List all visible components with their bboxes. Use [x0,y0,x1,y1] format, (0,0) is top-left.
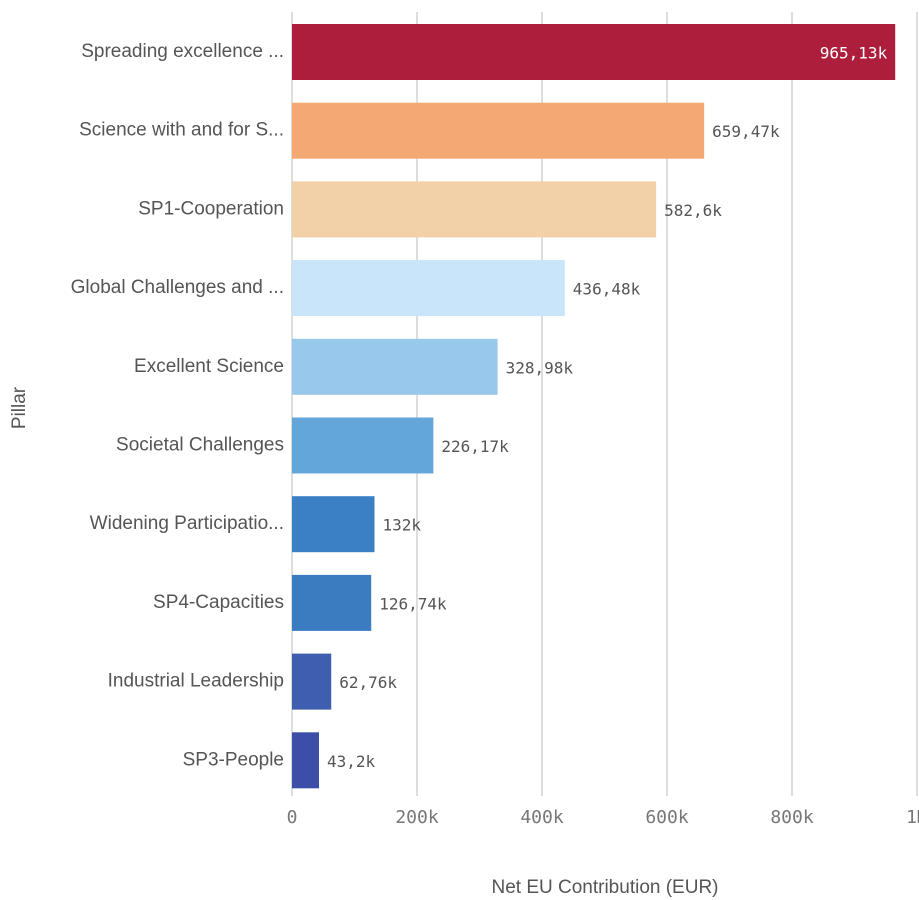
x-axis-title: Net EU Contribution (EUR) [491,877,718,898]
data-label: 328,98k [506,358,574,377]
data-label: 965,13k [820,44,888,63]
x-tick-label: 400k [520,807,564,828]
data-label: 659,47k [712,122,780,141]
x-tick-label: 600k [645,807,689,828]
data-label: 126,74k [379,594,447,613]
bar [292,653,332,710]
y-tick-label: Spreading excellence ... [81,41,284,62]
bar [292,338,498,395]
bar [292,260,565,317]
y-axis-title: Pillar [9,386,30,429]
bar [292,574,372,631]
data-label: 43,2k [327,752,376,771]
x-tick-label: 0 [287,807,298,828]
x-tick-label: 800k [770,807,814,828]
y-tick-label: SP3-People [183,749,284,770]
y-tick-label: Science with and for S... [79,120,284,141]
y-tick-label: SP1-Cooperation [138,198,284,219]
data-label: 62,76k [339,673,397,692]
data-label: 582,6k [664,201,722,220]
data-label: 132k [383,516,422,535]
bar [292,417,434,474]
x-tick-label: 200k [395,807,439,828]
data-label: 436,48k [573,280,641,299]
bar [292,732,319,789]
bar [292,181,657,238]
y-tick-label: Societal Challenges [116,435,284,456]
bar [292,24,896,80]
bar [292,102,705,159]
y-tick-label: Global Challenges and ... [71,277,284,298]
y-tick-label: Industrial Leadership [108,671,284,692]
bar [292,496,375,553]
data-label: 226,17k [441,437,509,456]
x-tick-label: 1M [906,807,919,828]
y-tick-label: Widening Participatio... [90,513,284,534]
y-tick-label: Excellent Science [134,356,284,377]
y-tick-label: SP4-Capacities [153,592,284,613]
